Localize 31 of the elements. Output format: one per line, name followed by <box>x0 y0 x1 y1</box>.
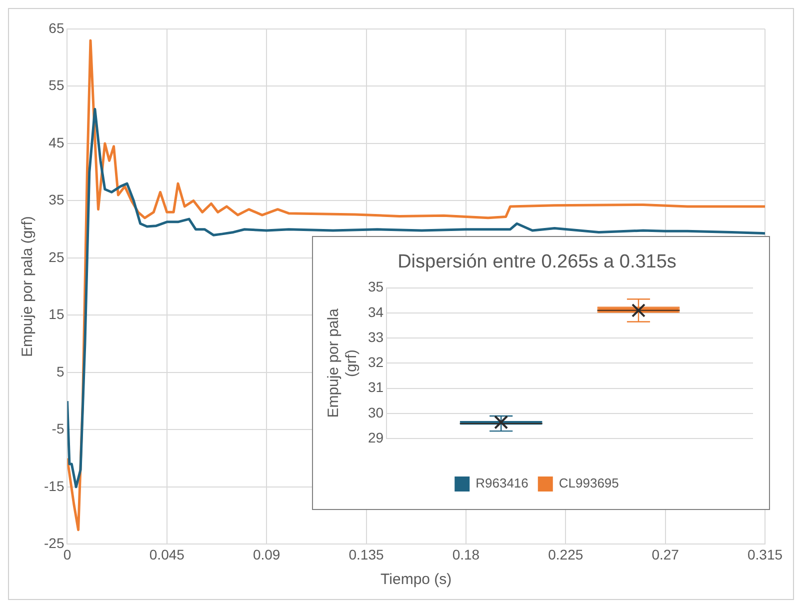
y-tick-label: -25 <box>44 535 64 552</box>
x-tick-label: 0.315 <box>747 546 783 562</box>
x-tick-label: 0.09 <box>252 546 280 562</box>
y-tick-label: 32 <box>368 354 384 370</box>
y-axis-title: Empuje por pala (grf) <box>325 308 360 418</box>
x-tick-label: 0 <box>63 546 72 562</box>
legend-label: R963416 <box>476 476 528 491</box>
x-tick-label: 0.135 <box>348 546 384 562</box>
y-tick-label: 65 <box>48 20 64 36</box>
y-tick-label: 31 <box>368 379 384 396</box>
y-tick-label: 25 <box>48 248 64 265</box>
y-tick-label: 45 <box>48 134 64 150</box>
x-tick-label: 0.18 <box>452 546 480 562</box>
x-tick-label: 0.225 <box>548 546 584 562</box>
y-tick-label: 33 <box>368 328 384 345</box>
chart-title: Dispersión entre 0.265s a 0.315s <box>398 252 676 273</box>
x-tick-label: 0.045 <box>149 546 185 562</box>
y-tick-label: 5 <box>56 363 64 380</box>
y-tick-label: 35 <box>48 192 64 208</box>
x-axis-title: Tiempo (s) <box>380 571 452 588</box>
legend-label: CL993695 <box>558 476 619 491</box>
x-tick-label: 0.27 <box>652 546 680 562</box>
y-tick-label: -15 <box>44 478 64 494</box>
y-tick-label: 15 <box>48 306 64 322</box>
y-tick-label: 30 <box>368 404 384 420</box>
y-tick-label: 29 <box>368 429 384 446</box>
y-tick-label: 35 <box>368 278 384 295</box>
y-tick-label: 34 <box>368 304 384 320</box>
y-axis-title: Empuje por pala (grf) <box>19 216 36 358</box>
y-tick-label: 55 <box>48 77 64 94</box>
y-tick-label: -5 <box>52 420 64 437</box>
